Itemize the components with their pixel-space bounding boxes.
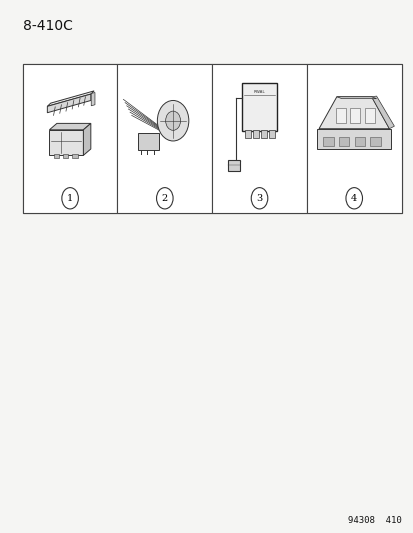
Bar	[71, 155, 77, 158]
Bar	[335, 108, 345, 123]
Bar	[138, 133, 158, 150]
Circle shape	[165, 111, 180, 130]
Text: 8-410C: 8-410C	[23, 19, 72, 33]
Bar	[323, 136, 333, 146]
Bar	[349, 108, 360, 123]
Polygon shape	[47, 91, 94, 106]
Polygon shape	[91, 92, 95, 106]
Bar	[306, 64, 401, 213]
Bar	[62, 155, 68, 158]
Polygon shape	[316, 128, 391, 149]
Polygon shape	[371, 96, 394, 128]
Polygon shape	[47, 94, 90, 112]
Circle shape	[62, 188, 78, 209]
Bar	[53, 155, 59, 158]
Bar	[252, 130, 258, 138]
Bar	[211, 64, 306, 213]
Bar	[23, 64, 401, 213]
Polygon shape	[241, 83, 276, 131]
Bar	[228, 160, 239, 171]
Bar	[338, 136, 349, 146]
Text: RWAL: RWAL	[253, 90, 265, 94]
Polygon shape	[83, 123, 90, 156]
Circle shape	[156, 188, 173, 209]
Bar	[370, 136, 380, 146]
Text: 3: 3	[256, 194, 262, 203]
Bar	[268, 130, 274, 138]
Bar	[354, 136, 364, 146]
Polygon shape	[49, 130, 83, 156]
Bar	[260, 130, 266, 138]
Circle shape	[345, 188, 362, 209]
Text: 1: 1	[67, 194, 73, 203]
Bar	[364, 108, 374, 123]
Polygon shape	[336, 96, 376, 99]
Text: 2: 2	[161, 194, 168, 203]
Bar	[244, 130, 250, 138]
Bar	[23, 64, 117, 213]
Text: 4: 4	[350, 194, 356, 203]
Circle shape	[157, 100, 188, 141]
Bar	[117, 64, 211, 213]
Circle shape	[251, 188, 267, 209]
Text: 94308  410: 94308 410	[347, 516, 401, 525]
Polygon shape	[49, 123, 90, 130]
Polygon shape	[318, 96, 389, 128]
